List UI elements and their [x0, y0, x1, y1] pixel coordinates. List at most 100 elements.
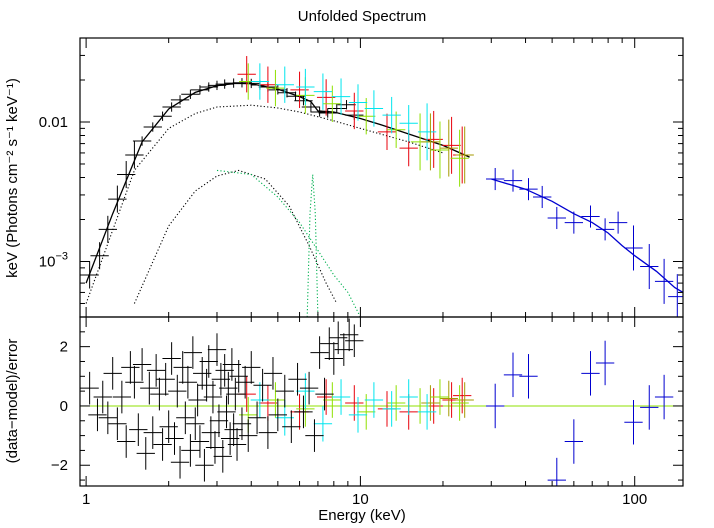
- bottom-point-lime-8: [450, 385, 469, 421]
- bottom-point-black-38: [205, 431, 225, 464]
- top-point-cyan-3: [313, 73, 333, 110]
- bottom-point-blue-1: [503, 352, 523, 398]
- bottom-point-black-15: [146, 354, 166, 387]
- bottom-point-cyan-8: [399, 379, 418, 415]
- bottom-point-olive-1: [439, 380, 458, 417]
- bottom-point-black-73: [340, 318, 359, 352]
- bottom-point-black-4: [103, 357, 122, 390]
- bottom-point-cyan-4: [331, 379, 351, 415]
- bottom-point-black-57: [253, 368, 272, 402]
- bottom-point-black-66: [305, 419, 324, 452]
- bottom-y-axis-label: (data−model)/error: [4, 339, 21, 464]
- bottom-point-blue-2: [519, 354, 538, 399]
- top-point-black-3: [108, 185, 127, 213]
- top-point-black-8: [153, 111, 172, 121]
- top-point-black-27: [318, 108, 337, 118]
- model-line-black-dotted-2: [85, 104, 444, 304]
- bottom-point-red-9: [453, 377, 472, 414]
- top-y-tick-label-1: 0.01: [39, 114, 68, 131]
- bottom-point-black-50: [227, 428, 247, 461]
- bottom-y-tick-label-0: −2: [51, 457, 68, 474]
- x-tick-label-0: 1: [82, 491, 90, 508]
- bottom-point-black-36: [201, 416, 221, 449]
- top-point-blue-1: [503, 169, 523, 192]
- bottom-point-black-72: [334, 333, 353, 366]
- bottom-point-blue-4: [564, 419, 584, 464]
- top-point-cyan-1: [275, 66, 294, 103]
- bottom-point-lime-3: [323, 382, 342, 418]
- bottom-point-lime-4: [357, 394, 376, 430]
- bottom-point-black-42: [213, 440, 232, 473]
- bottom-point-cyan-5: [348, 397, 368, 433]
- bottom-point-black-49: [226, 377, 245, 411]
- top-point-cyan-5: [348, 84, 368, 121]
- bottom-point-black-69: [320, 327, 339, 360]
- model-line-black-solid-0: [85, 82, 470, 284]
- top-panel-frame: [79, 37, 684, 318]
- top-point-cyan-6: [364, 90, 384, 127]
- bottom-y-tick-label-2: 2: [60, 339, 68, 356]
- bottom-point-black-63: [288, 362, 307, 396]
- top-point-cyan-2: [296, 68, 315, 106]
- bottom-point-cyan-6: [364, 382, 384, 418]
- model-line-black-dotted-3: [133, 169, 338, 304]
- top-point-cyan-4: [331, 78, 351, 115]
- bottom-point-black-61: [275, 374, 294, 408]
- bottom-point-black-30: [188, 383, 207, 417]
- top-point-lime-4: [357, 98, 376, 135]
- bottom-point-black-41: [211, 362, 231, 396]
- bottom-point-olive-2: [455, 382, 474, 418]
- bottom-point-blue-9: [654, 374, 674, 420]
- bottom-point-black-55: [242, 351, 261, 384]
- top-point-black-9: [162, 102, 181, 112]
- bottom-point-black-37: [203, 380, 223, 414]
- top-point-red-5: [377, 113, 397, 151]
- unfolded-spectrum-panel: 10−3 0.01: [39, 37, 684, 318]
- bottom-point-black-7: [117, 425, 136, 458]
- bottom-point-blue-8: [640, 385, 659, 430]
- top-data-layer: [80, 56, 683, 317]
- bottom-point-black-47: [222, 348, 242, 381]
- bottom-point-black-67: [310, 336, 329, 369]
- bottom-point-black-74: [345, 324, 364, 358]
- bottom-point-black-6: [112, 380, 132, 414]
- bottom-point-black-68: [315, 377, 334, 411]
- top-point-blue-10: [640, 244, 659, 290]
- top-point-blue-2: [519, 178, 538, 201]
- top-point-cyan-0: [250, 63, 270, 100]
- bottom-point-black-58: [258, 416, 278, 449]
- bottom-point-black-39: [207, 333, 227, 366]
- bottom-point-cyan-7: [382, 391, 401, 427]
- bottom-point-black-8: [121, 351, 140, 384]
- bottom-point-black-23: [170, 445, 190, 479]
- top-point-black-24: [294, 96, 313, 106]
- bottom-point-red-4: [345, 385, 364, 421]
- bottom-point-black-56: [247, 401, 267, 435]
- bottom-point-red-1: [258, 385, 278, 421]
- top-point-black-29: [337, 100, 356, 110]
- bottom-point-black-48: [224, 413, 243, 446]
- top-point-cyan-7: [382, 96, 401, 134]
- bottom-point-lime-5: [386, 385, 406, 421]
- chart-title: Unfolded Spectrum: [298, 8, 426, 25]
- top-y-tick-label-0: 10−3: [39, 250, 68, 270]
- bottom-point-black-33: [195, 448, 214, 482]
- top-point-lime-5: [386, 111, 406, 148]
- bottom-point-blue-0: [486, 383, 505, 429]
- bottom-point-cyan-2: [296, 373, 315, 409]
- top-point-blue-8: [608, 211, 628, 234]
- bottom-point-black-28: [183, 336, 203, 369]
- top-point-black-23: [286, 91, 305, 101]
- bottom-point-black-71: [329, 321, 348, 355]
- bottom-point-black-60: [268, 398, 288, 432]
- top-point-blue-3: [533, 185, 552, 209]
- bottom-point-black-9: [125, 365, 144, 399]
- top-point-black-28: [327, 103, 346, 114]
- bottom-point-black-21: [165, 422, 184, 455]
- top-point-black-4: [117, 161, 136, 189]
- bottom-point-black-35: [199, 345, 218, 378]
- top-point-black-7: [143, 122, 162, 132]
- bottom-point-black-45: [219, 371, 238, 405]
- bottom-point-black-31: [190, 425, 210, 458]
